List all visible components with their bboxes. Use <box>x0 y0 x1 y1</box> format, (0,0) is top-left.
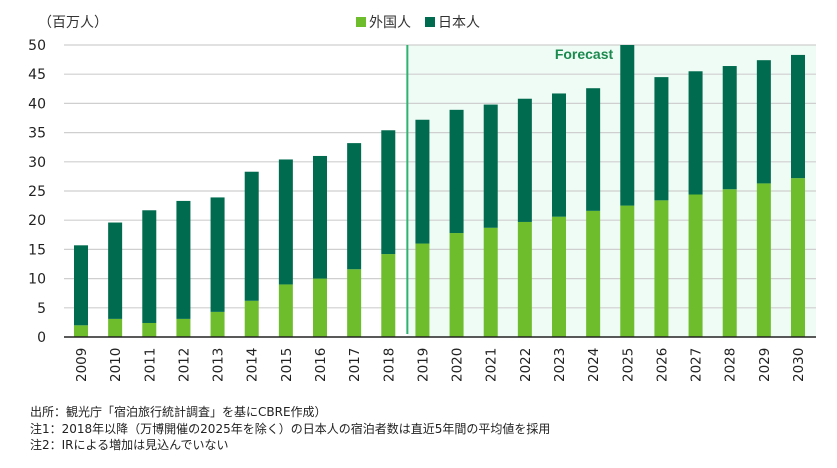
bar-foreign <box>756 183 771 337</box>
bar-japanese <box>313 155 327 279</box>
source-note: 出所：観光庁「宿泊旅行統計調査」を基にCBRE作成） <box>30 405 327 419</box>
bar-japanese <box>483 104 498 228</box>
x-tick-label: 2023 <box>552 348 568 382</box>
bar-foreign <box>517 221 532 337</box>
x-tick-label: 2010 <box>108 348 124 382</box>
bar-japanese <box>176 200 191 319</box>
bar-japanese <box>722 66 737 190</box>
legend-label-japanese: 日本人 <box>438 15 480 31</box>
bar-foreign <box>176 318 191 337</box>
bar-foreign <box>313 278 327 337</box>
x-tick-label: 2015 <box>279 348 295 382</box>
bar-foreign <box>381 254 396 337</box>
bar-foreign <box>483 227 498 337</box>
y-tick-label: 50 <box>28 38 46 54</box>
legend-item-japanese: 日本人 <box>425 12 480 32</box>
bar-foreign <box>142 322 157 337</box>
legend-swatch-japanese <box>425 17 435 27</box>
forecast-label: Forecast <box>555 46 614 62</box>
x-tick-label: 2019 <box>415 348 431 382</box>
bar-japanese <box>74 245 88 326</box>
bar-japanese <box>142 210 157 323</box>
bar-japanese <box>415 119 430 244</box>
bar-foreign <box>74 325 88 337</box>
bar-foreign <box>620 205 635 337</box>
y-tick-label: 0 <box>37 330 46 346</box>
y-tick-label: 5 <box>37 301 46 317</box>
x-tick-label: 2027 <box>689 348 705 382</box>
bar-foreign <box>552 216 566 337</box>
x-tick-label: 2017 <box>347 348 363 382</box>
bar-japanese <box>791 54 805 179</box>
bar-foreign <box>210 311 225 337</box>
x-tick-label: 2016 <box>313 348 329 382</box>
bar-japanese <box>108 222 123 319</box>
y-tick-label: 20 <box>28 213 46 229</box>
x-tick-label: 2029 <box>757 348 773 382</box>
bar-foreign <box>654 200 669 337</box>
y-axis-unit-label: （百万人） <box>38 15 108 31</box>
bar-japanese <box>347 143 362 270</box>
bar-foreign <box>688 194 703 337</box>
bar-foreign <box>347 269 362 337</box>
bar-japanese <box>381 130 396 255</box>
bar-japanese <box>654 77 669 201</box>
bar-foreign <box>791 178 805 337</box>
bar-foreign <box>586 210 601 337</box>
y-tick-label: 40 <box>28 96 46 112</box>
bar-japanese <box>210 197 225 312</box>
x-tick-label: 2014 <box>245 348 261 382</box>
bar-foreign <box>108 318 123 337</box>
bar-foreign <box>278 284 293 337</box>
x-tick-label: 2009 <box>74 348 90 382</box>
bar-foreign <box>415 243 430 337</box>
x-tick-label: 2028 <box>723 348 739 382</box>
y-tick-label: 35 <box>28 126 46 142</box>
bar-japanese <box>688 71 703 195</box>
legend-label-foreign: 外国人 <box>369 15 411 31</box>
x-tick-label: 2018 <box>381 348 397 382</box>
legend-swatch-foreign <box>356 17 366 27</box>
x-tick-label: 2011 <box>142 348 158 382</box>
y-tick-label: 10 <box>28 272 46 288</box>
x-tick-label: 2020 <box>450 348 466 382</box>
legend: 外国人 日本人 <box>356 12 480 32</box>
legend-item-foreign: 外国人 <box>356 12 411 32</box>
x-tick-label: 2021 <box>484 348 500 382</box>
footnotes: 出所：観光庁「宿泊旅行統計調査」を基にCBRE作成） 注1：2018年以降（万博… <box>30 404 550 454</box>
bar-japanese <box>278 159 293 285</box>
bar-foreign <box>722 189 737 337</box>
bar-foreign <box>244 300 259 337</box>
bar-japanese <box>756 60 771 184</box>
note-1: 注1：2018年以降（万博開催の2025年を除く）の日本人の宿泊者数は直近5年間… <box>30 421 551 436</box>
bar-japanese <box>517 98 532 222</box>
x-tick-label: 2026 <box>654 348 670 382</box>
x-tick-label: 2022 <box>518 348 534 382</box>
y-tick-label: 15 <box>28 242 46 258</box>
bar-foreign <box>449 233 464 337</box>
x-tick-label: 2030 <box>791 348 807 382</box>
x-tick-label: 2012 <box>176 348 192 382</box>
y-tick-label: 45 <box>28 67 46 83</box>
y-tick-label: 30 <box>28 155 46 171</box>
bar-japanese <box>244 171 259 301</box>
note-2: 注2：IRによる増加は見込んでいない <box>30 438 229 452</box>
x-tick-label: 2025 <box>620 348 636 382</box>
bar-japanese <box>552 93 566 217</box>
bar-japanese <box>449 109 464 234</box>
x-tick-label: 2024 <box>586 348 602 382</box>
bar-japanese <box>586 88 601 211</box>
x-tick-label: 2013 <box>211 348 227 382</box>
y-tick-label: 25 <box>28 184 46 200</box>
bar-japanese <box>620 45 635 206</box>
